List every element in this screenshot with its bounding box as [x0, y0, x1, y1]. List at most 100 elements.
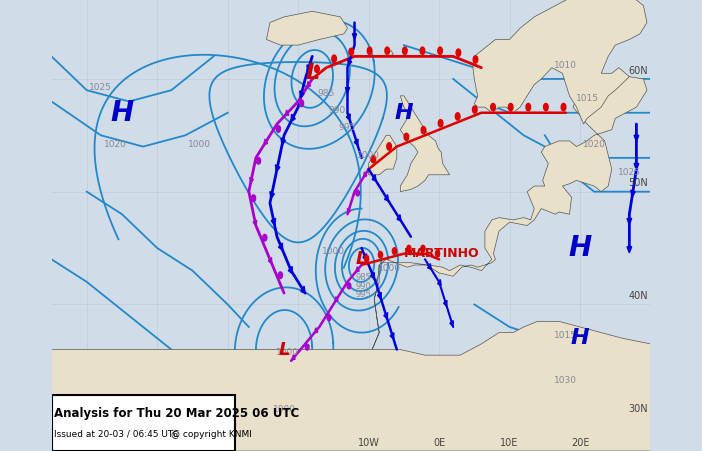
Text: 990: 990 [355, 281, 371, 290]
Circle shape [421, 245, 425, 252]
Circle shape [438, 47, 442, 55]
Text: 1000: 1000 [276, 348, 299, 357]
Text: 1025: 1025 [89, 83, 112, 92]
Text: 995: 995 [339, 123, 356, 132]
Circle shape [367, 47, 372, 55]
Circle shape [332, 55, 336, 62]
Polygon shape [289, 267, 292, 274]
Circle shape [300, 100, 303, 106]
Polygon shape [372, 175, 376, 181]
Circle shape [347, 283, 351, 289]
Circle shape [407, 245, 411, 252]
Polygon shape [346, 114, 350, 120]
Text: 990: 990 [329, 106, 345, 115]
Circle shape [456, 49, 461, 56]
Polygon shape [250, 177, 253, 183]
Polygon shape [378, 292, 381, 299]
Text: 1030: 1030 [555, 376, 578, 385]
Polygon shape [291, 114, 296, 121]
Circle shape [392, 248, 397, 254]
Circle shape [278, 272, 282, 279]
Text: 20E: 20E [571, 437, 589, 447]
Circle shape [387, 143, 392, 150]
Circle shape [404, 133, 409, 141]
Circle shape [371, 156, 376, 163]
Text: 1025: 1025 [618, 168, 641, 177]
Circle shape [421, 126, 426, 134]
Text: 10W: 10W [358, 437, 380, 447]
FancyBboxPatch shape [51, 395, 234, 451]
Text: 1000: 1000 [357, 151, 380, 160]
Polygon shape [300, 286, 305, 293]
Polygon shape [347, 208, 350, 214]
Circle shape [378, 252, 383, 258]
Text: 1000: 1000 [272, 405, 296, 414]
Circle shape [456, 113, 460, 120]
Polygon shape [444, 300, 447, 306]
Polygon shape [390, 333, 394, 339]
Polygon shape [279, 243, 283, 250]
Circle shape [251, 195, 256, 202]
Text: 50N: 50N [628, 178, 649, 189]
Polygon shape [450, 321, 453, 327]
Circle shape [277, 126, 281, 132]
Text: L: L [356, 250, 367, 268]
Polygon shape [363, 253, 366, 260]
Text: L: L [278, 341, 290, 359]
Text: 1000: 1000 [188, 139, 211, 148]
Polygon shape [267, 11, 347, 45]
Polygon shape [385, 195, 388, 201]
Polygon shape [51, 321, 651, 451]
Polygon shape [356, 267, 359, 272]
Circle shape [435, 250, 439, 257]
Polygon shape [364, 172, 367, 177]
Polygon shape [627, 218, 632, 225]
Text: 40N: 40N [629, 291, 649, 301]
Text: 985: 985 [318, 89, 335, 98]
Text: H: H [571, 328, 590, 348]
Circle shape [561, 103, 566, 111]
Polygon shape [253, 220, 257, 226]
Polygon shape [268, 258, 272, 263]
Polygon shape [281, 138, 286, 145]
Text: H: H [395, 103, 413, 123]
Polygon shape [348, 59, 352, 65]
Circle shape [491, 103, 496, 111]
Circle shape [438, 120, 443, 127]
Circle shape [305, 344, 309, 350]
Polygon shape [369, 135, 397, 175]
Text: 1020: 1020 [583, 139, 606, 148]
Polygon shape [275, 165, 280, 172]
Text: MARTINHO: MARTINHO [404, 247, 479, 260]
Text: 985: 985 [355, 272, 371, 281]
Polygon shape [271, 218, 276, 226]
Polygon shape [352, 34, 357, 40]
Polygon shape [386, 51, 393, 56]
Polygon shape [345, 87, 350, 93]
Polygon shape [428, 263, 431, 269]
Text: Issued at 20-03 / 06:45 UTC: Issued at 20-03 / 06:45 UTC [54, 430, 179, 438]
Text: 995: 995 [355, 290, 371, 299]
Circle shape [402, 47, 407, 55]
Circle shape [327, 315, 331, 321]
Text: 0E: 0E [433, 437, 445, 447]
Polygon shape [630, 190, 635, 197]
Text: 1015: 1015 [555, 331, 578, 340]
Polygon shape [285, 110, 289, 115]
Circle shape [349, 48, 354, 55]
Text: L: L [305, 63, 319, 83]
Text: 30N: 30N [629, 404, 649, 414]
Text: H: H [569, 234, 592, 262]
Polygon shape [627, 247, 632, 253]
Polygon shape [270, 192, 274, 198]
Text: 1010: 1010 [555, 60, 578, 69]
Text: 1000: 1000 [378, 263, 402, 272]
Circle shape [526, 103, 531, 111]
Circle shape [364, 255, 369, 262]
Text: 1020: 1020 [103, 139, 126, 148]
Text: 60N: 60N [629, 65, 649, 76]
Polygon shape [473, 0, 647, 124]
Polygon shape [300, 91, 304, 98]
Circle shape [256, 157, 260, 164]
Polygon shape [292, 355, 296, 360]
